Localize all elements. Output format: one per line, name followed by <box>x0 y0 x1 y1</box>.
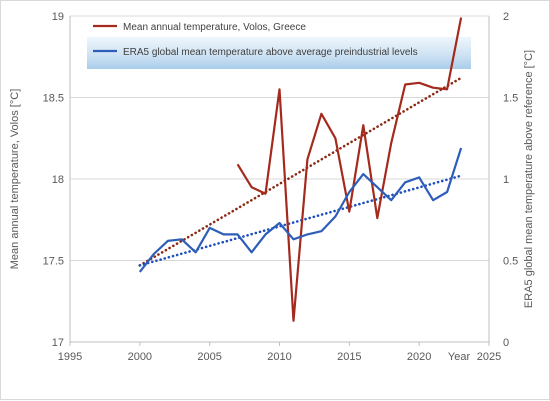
y2-tick-label: 1 <box>503 174 509 186</box>
x-tick-label: 2020 <box>407 351 431 363</box>
x-tick-label: 2025 <box>477 351 501 363</box>
y-axis-title: Mean annual temperature, Volos [°C] <box>9 89 21 270</box>
legend-entry: ERA5 global mean temperature above avera… <box>123 47 418 58</box>
legend-entry: Mean annual temperature, Volos, Greece <box>123 22 306 33</box>
x-axis-title: Year <box>448 351 471 363</box>
y2-tick-label: 2 <box>503 11 509 23</box>
y-tick-label: 17.5 <box>43 256 64 268</box>
era5-anomaly-line <box>140 148 461 272</box>
y2-axis-title: ERA5 global mean temperature above refer… <box>523 50 535 308</box>
y-tick-label: 18 <box>52 174 64 186</box>
y-tick-label: 17 <box>52 337 64 349</box>
x-tick-label: 1995 <box>58 351 82 363</box>
y-tick-label: 19 <box>52 11 64 23</box>
y2-tick-label: 1.5 <box>503 93 518 105</box>
x-tick-label: 2000 <box>128 351 152 363</box>
y-tick-label: 18.5 <box>43 93 64 105</box>
y2-tick-label: 0 <box>503 337 509 349</box>
x-tick-label: 2010 <box>267 351 291 363</box>
x-tick-label: 2015 <box>337 351 361 363</box>
x-tick-label: 2005 <box>197 351 221 363</box>
y2-tick-label: 0.5 <box>503 256 518 268</box>
